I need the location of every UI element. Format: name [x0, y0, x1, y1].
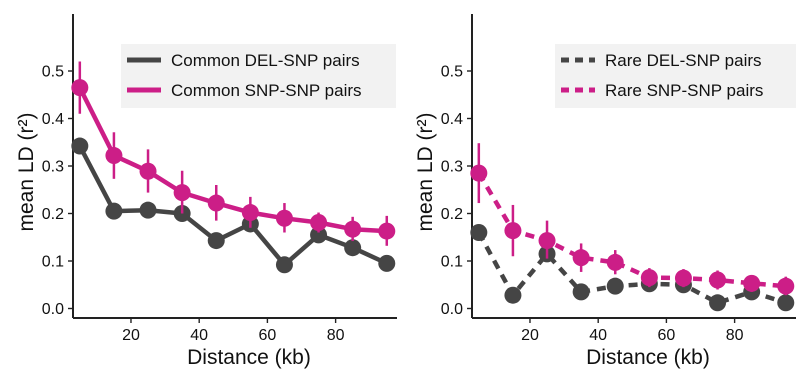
data-point-common-snp-snp-pairs	[344, 220, 362, 238]
data-point-common-snp-snp-pairs	[71, 79, 89, 97]
data-point-rare-snp-snp-pairs	[709, 271, 727, 289]
data-point-rare-snp-snp-pairs	[470, 164, 488, 182]
legend-label-common-snp-snp: Common SNP-SNP pairs	[171, 81, 362, 100]
x-ticks: 20 40 60 80	[521, 318, 744, 344]
y-tick-label: 0.0	[42, 301, 64, 318]
x-tick-label: 40	[589, 327, 607, 344]
legend: Rare DEL-SNP pairs Rare SNP-SNP pairs	[555, 44, 796, 108]
x-tick-label: 80	[726, 327, 744, 344]
y-tick-label: 0.5	[441, 64, 463, 81]
data-point-common-del-snp-pairs	[139, 201, 157, 219]
data-point-rare-del-snp-pairs	[572, 283, 590, 301]
data-point-common-del-snp-pairs	[310, 226, 328, 244]
data-point-common-snp-snp-pairs	[105, 147, 123, 165]
data-point-rare-snp-snp-pairs	[640, 269, 658, 287]
data-point-common-del-snp-pairs	[105, 202, 123, 220]
x-tick-label: 20	[122, 327, 140, 344]
data-point-common-snp-snp-pairs	[207, 194, 225, 212]
data-point-common-del-snp-pairs	[71, 137, 89, 155]
series-line-common-del-snp-pairs	[77, 144, 388, 268]
y-tick-label: 0.4	[42, 111, 64, 128]
data-point-rare-del-snp-pairs	[606, 277, 624, 295]
plot-area	[470, 143, 795, 312]
y-tick-label: 0.1	[42, 254, 64, 271]
x-tick-label: 20	[521, 327, 539, 344]
data-point-rare-del-snp-pairs	[470, 224, 488, 241]
x-ticks: 20 40 60 80	[122, 318, 345, 344]
panel-common: 0.0 0.1 0.2 0.3 0.4 0.5 20 40 60 80 mean LD (r²)…	[15, 14, 397, 369]
data-point-common-snp-snp-pairs	[241, 204, 259, 222]
data-point-common-snp-snp-pairs	[275, 209, 293, 227]
plot-area	[71, 61, 396, 274]
data-point-rare-snp-snp-pairs	[674, 269, 692, 287]
x-axis-title: Distance (kb)	[586, 346, 710, 369]
y-tick-label: 0.5	[42, 64, 64, 81]
data-point-common-del-snp-pairs	[207, 232, 225, 250]
y-tick-label: 0.4	[441, 111, 463, 128]
x-tick-label: 40	[190, 327, 208, 344]
data-point-common-del-snp-pairs	[275, 256, 293, 274]
y-axis-title: mean LD (r²)	[414, 112, 437, 231]
x-tick-label: 60	[259, 327, 277, 344]
data-point-common-snp-snp-pairs	[378, 222, 396, 240]
legend-label-common-del-snp: Common DEL-SNP pairs	[171, 51, 360, 70]
data-point-rare-del-snp-pairs	[709, 294, 727, 312]
series-line-rare-snp-snp-pairs	[476, 171, 786, 289]
y-tick-label: 0.3	[42, 159, 64, 176]
data-point-rare-del-snp-pairs	[504, 286, 522, 304]
data-point-common-del-snp-pairs	[344, 239, 362, 257]
data-point-common-snp-snp-pairs	[173, 184, 191, 202]
data-point-common-snp-snp-pairs	[139, 162, 157, 180]
y-tick-label: 0.1	[441, 254, 463, 271]
y-ticks: 0.0 0.1 0.2 0.3 0.4 0.5	[441, 64, 472, 318]
legend: Common DEL-SNP pairs Common SNP-SNP pair…	[121, 44, 396, 108]
data-point-rare-snp-snp-pairs	[743, 274, 761, 292]
y-tick-label: 0.2	[42, 206, 64, 223]
y-axis-title: mean LD (r²)	[15, 112, 38, 231]
y-tick-label: 0.0	[441, 301, 463, 318]
y-tick-label: 0.2	[441, 206, 463, 223]
y-tick-label: 0.3	[441, 159, 463, 176]
data-point-rare-snp-snp-pairs	[606, 253, 624, 271]
legend-label-rare-snp-snp: Rare SNP-SNP pairs	[605, 81, 763, 100]
data-point-rare-del-snp-pairs	[777, 294, 795, 312]
data-point-rare-snp-snp-pairs	[504, 222, 522, 240]
legend-background	[121, 44, 396, 108]
series-line-common-snp-snp-pairs	[77, 86, 387, 234]
legend-label-rare-del-snp: Rare DEL-SNP pairs	[605, 51, 762, 70]
data-point-rare-snp-snp-pairs	[538, 232, 556, 250]
x-axis-title: Distance (kb)	[187, 346, 311, 369]
legend-background	[555, 44, 796, 108]
data-point-rare-snp-snp-pairs	[777, 277, 795, 295]
x-tick-label: 60	[658, 327, 676, 344]
data-point-rare-snp-snp-pairs	[572, 249, 590, 267]
y-ticks: 0.0 0.1 0.2 0.3 0.4 0.5	[42, 64, 73, 318]
panel-rare: 0.0 0.1 0.2 0.3 0.4 0.5 20 40 60 80 mean LD (r²)…	[414, 14, 796, 369]
data-point-common-snp-snp-pairs	[310, 214, 328, 232]
data-point-common-del-snp-pairs	[378, 254, 396, 272]
x-tick-label: 80	[327, 327, 345, 344]
series-line-rare-del-snp-pairs	[476, 231, 787, 306]
